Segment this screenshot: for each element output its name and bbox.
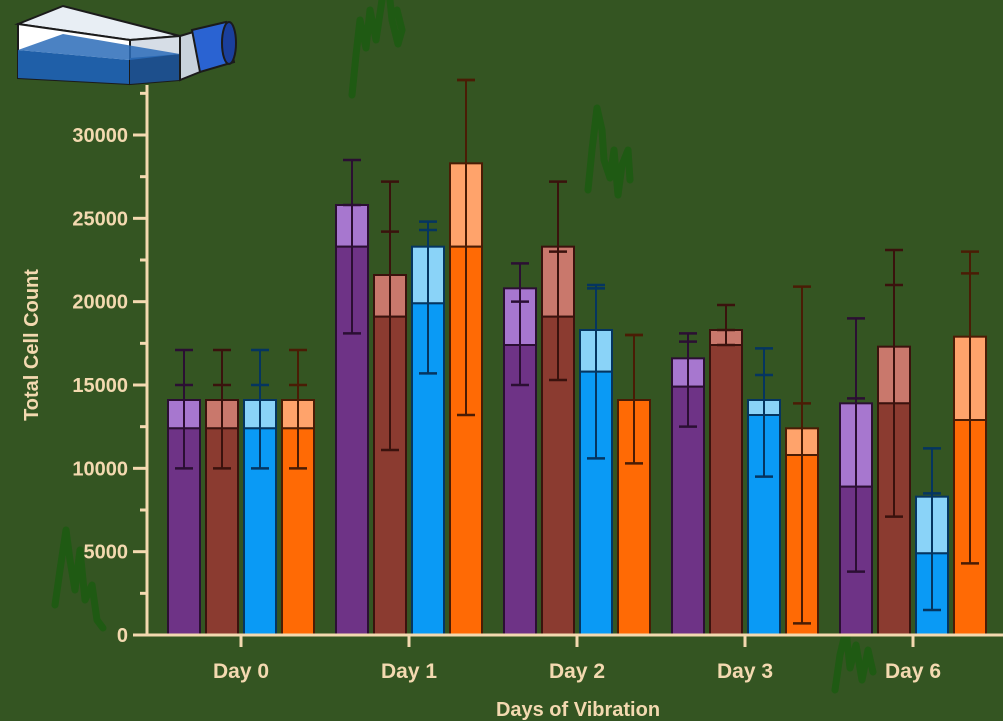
- scribble-marks: [51, 0, 877, 694]
- x-ticks: Day 0 Day 1 Day 2 Day 3 Day 6: [213, 635, 941, 683]
- y-tick-label: 0: [117, 625, 128, 647]
- x-tick-label: Day 2: [549, 660, 605, 683]
- bar: [281, 427, 315, 637]
- scribble-mark: [348, 0, 406, 99]
- bar: [709, 344, 743, 636]
- x-tick-label: Day 1: [381, 660, 437, 683]
- x-tick-label: Day 6: [885, 660, 941, 683]
- y-tick-label: 30000: [72, 125, 128, 147]
- x-axis-title: Days of Vibration: [496, 699, 660, 721]
- bar: [503, 344, 537, 636]
- y-tick-label: 15000: [72, 375, 128, 397]
- x-tick-label: Day 0: [213, 660, 269, 683]
- y-tick-label: 5000: [84, 542, 129, 564]
- x-tick-label: Day 3: [717, 660, 773, 683]
- errorbars-layer: [175, 78, 979, 625]
- y-tick-label: 10000: [72, 458, 128, 480]
- y-tick-label: 20000: [72, 292, 128, 314]
- y-axis-title: Total Cell Count: [21, 269, 43, 421]
- y-ticks: 0 5000 10000 15000 20000 25000 30000: [72, 91, 147, 647]
- scribble-mark: [831, 626, 877, 694]
- cell-culture-flask-icon: [14, 4, 237, 86]
- scribble-mark: [51, 526, 107, 632]
- scribble-mark: [584, 104, 634, 199]
- y-tick-label: 25000: [72, 208, 128, 230]
- bar: [671, 385, 705, 636]
